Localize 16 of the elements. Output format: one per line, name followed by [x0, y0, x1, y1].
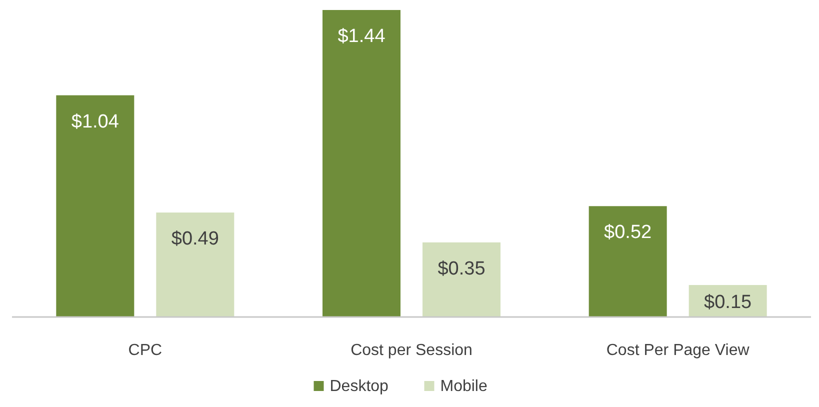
x-tick-label: Cost per Session [350, 342, 472, 359]
data-label: $0.49 [171, 228, 219, 250]
bar [422, 242, 500, 317]
legend-label: Desktop [330, 378, 389, 395]
bar [588, 206, 667, 317]
legend-label: Mobile [440, 378, 488, 395]
data-label: $1.04 [71, 111, 120, 132]
x-tick-label: CPC [128, 342, 162, 359]
bar [156, 212, 234, 317]
data-label: $0.15 [704, 292, 752, 314]
x-tick-label: Cost Per Page View [606, 342, 750, 359]
data-label: $1.44 [338, 26, 386, 47]
bar [322, 10, 400, 317]
data-label: $0.35 [438, 258, 486, 280]
data-label: $0.52 [604, 222, 652, 244]
bar [56, 95, 134, 317]
